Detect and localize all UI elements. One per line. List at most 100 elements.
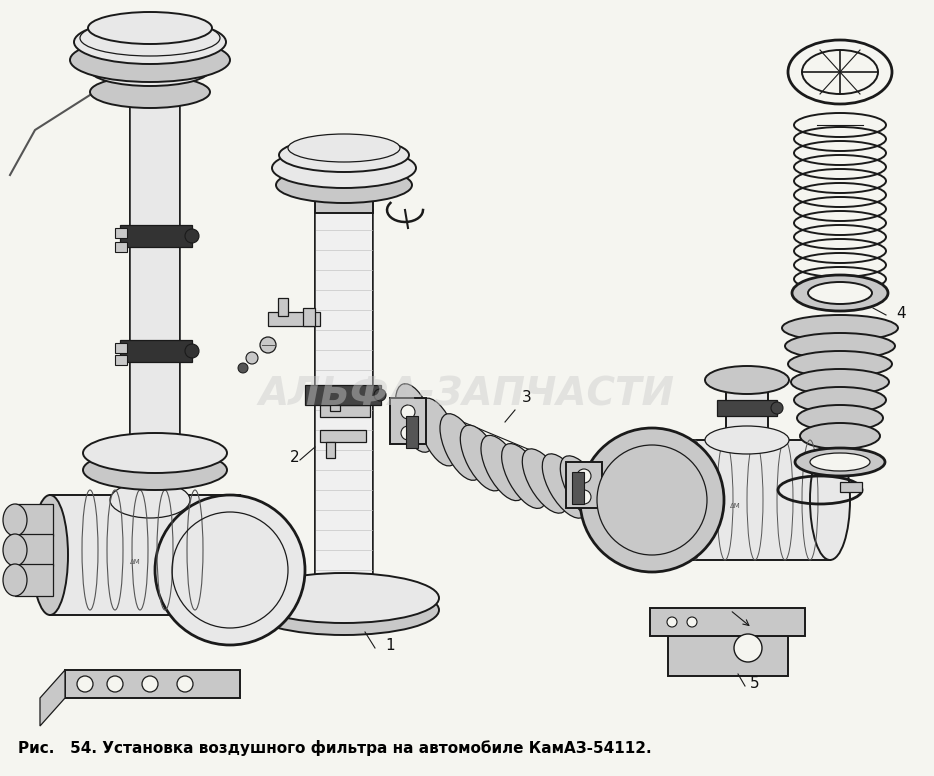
Ellipse shape <box>460 425 503 491</box>
Circle shape <box>577 490 591 504</box>
Ellipse shape <box>272 148 416 188</box>
Bar <box>15 534 53 566</box>
Circle shape <box>77 676 93 692</box>
Ellipse shape <box>249 585 439 635</box>
Ellipse shape <box>70 38 230 82</box>
Bar <box>572 472 584 504</box>
Ellipse shape <box>502 444 546 508</box>
Bar <box>390 398 426 444</box>
Ellipse shape <box>543 454 587 518</box>
Text: 2: 2 <box>290 450 300 465</box>
Circle shape <box>401 405 415 419</box>
Text: АЛЬФА-ЗАПЧАСТИ: АЛЬФА-ЗАПЧАСТИ <box>259 376 675 414</box>
Bar <box>65 670 240 698</box>
Bar <box>268 312 320 326</box>
Bar <box>717 400 777 416</box>
Ellipse shape <box>810 440 850 560</box>
Circle shape <box>374 389 386 401</box>
Ellipse shape <box>3 504 27 536</box>
Circle shape <box>667 617 677 627</box>
Ellipse shape <box>3 564 27 596</box>
Bar <box>130 100 180 450</box>
Ellipse shape <box>440 414 482 480</box>
Circle shape <box>771 402 783 414</box>
Ellipse shape <box>3 534 27 566</box>
Ellipse shape <box>597 445 707 555</box>
Bar <box>120 340 192 362</box>
Polygon shape <box>40 670 65 726</box>
Circle shape <box>177 676 193 692</box>
Bar <box>115 228 127 238</box>
Ellipse shape <box>794 387 886 413</box>
Ellipse shape <box>481 435 525 501</box>
Text: Рис.   54. Установка воздушного фильтра на автомобиле КамАЗ-54112.: Рис. 54. Установка воздушного фильтра на… <box>18 740 652 756</box>
Ellipse shape <box>110 442 190 478</box>
Ellipse shape <box>80 20 220 56</box>
Bar <box>305 385 381 405</box>
Ellipse shape <box>800 423 880 449</box>
Ellipse shape <box>110 482 190 518</box>
Bar <box>326 442 335 458</box>
Ellipse shape <box>288 134 400 162</box>
Ellipse shape <box>83 450 227 490</box>
Bar <box>115 355 127 365</box>
Bar <box>15 504 53 536</box>
Bar <box>130 460 170 510</box>
Circle shape <box>401 426 415 440</box>
Ellipse shape <box>797 405 883 431</box>
Bar <box>330 393 340 411</box>
Bar <box>315 210 373 610</box>
Circle shape <box>238 363 248 373</box>
Ellipse shape <box>705 366 789 394</box>
Text: ΔM: ΔM <box>130 559 140 565</box>
Ellipse shape <box>90 54 210 86</box>
Text: 4: 4 <box>896 306 906 321</box>
Circle shape <box>260 337 276 353</box>
Bar <box>566 462 602 508</box>
Bar <box>650 608 805 636</box>
Ellipse shape <box>705 426 789 454</box>
Circle shape <box>185 229 199 243</box>
Bar <box>668 636 788 676</box>
Ellipse shape <box>560 456 606 520</box>
Bar <box>406 416 418 448</box>
Ellipse shape <box>74 20 226 64</box>
Text: 1: 1 <box>385 638 395 653</box>
Ellipse shape <box>810 453 870 471</box>
Ellipse shape <box>88 12 212 44</box>
Bar <box>120 225 192 247</box>
Bar <box>303 308 315 326</box>
Bar <box>115 242 127 252</box>
Bar <box>315 185 373 213</box>
Ellipse shape <box>32 495 68 615</box>
Ellipse shape <box>580 428 724 572</box>
Ellipse shape <box>155 495 305 645</box>
Bar <box>320 405 370 417</box>
Bar <box>726 380 768 445</box>
Circle shape <box>185 344 199 358</box>
Ellipse shape <box>782 315 898 341</box>
Circle shape <box>734 634 762 662</box>
Text: 5: 5 <box>750 676 759 691</box>
Ellipse shape <box>279 138 409 172</box>
Ellipse shape <box>522 449 568 513</box>
Bar <box>640 440 830 560</box>
Ellipse shape <box>90 76 210 108</box>
Circle shape <box>687 617 697 627</box>
Bar <box>297 598 392 626</box>
Circle shape <box>577 469 591 483</box>
Ellipse shape <box>788 351 892 377</box>
Ellipse shape <box>791 369 889 395</box>
Ellipse shape <box>276 167 412 203</box>
Ellipse shape <box>795 448 885 476</box>
Bar <box>120 70 180 92</box>
Ellipse shape <box>785 333 895 359</box>
Ellipse shape <box>417 398 458 466</box>
Bar <box>320 430 366 442</box>
Ellipse shape <box>792 275 888 311</box>
Text: ΔM: ΔM <box>729 503 741 509</box>
Circle shape <box>142 676 158 692</box>
Bar <box>840 482 862 492</box>
Bar <box>278 298 288 316</box>
Ellipse shape <box>620 440 660 560</box>
